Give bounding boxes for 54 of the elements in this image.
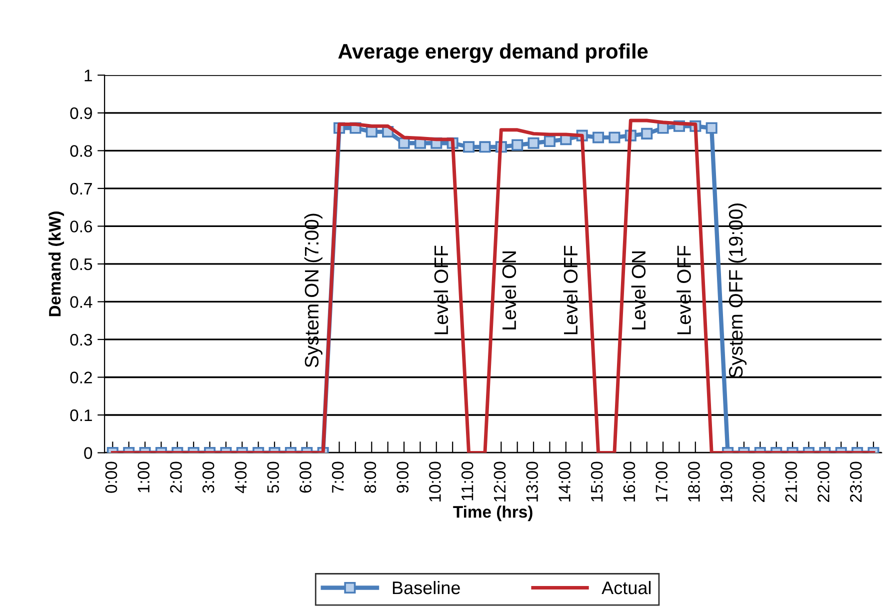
point bbox=[592, 132, 604, 144]
x-tick-label: 6:00 bbox=[300, 462, 312, 493]
x-tick-label: 11:00 bbox=[461, 462, 474, 500]
point bbox=[398, 137, 410, 149]
x-tick-label: 1:00 bbox=[138, 462, 150, 492]
point bbox=[544, 135, 556, 147]
y-tick-label: 0.4 bbox=[70, 296, 92, 308]
annotation: Level ON bbox=[631, 251, 646, 330]
x-tick-label: 0:00 bbox=[105, 462, 118, 493]
x-tick-label: 14:00 bbox=[558, 462, 570, 502]
x-tick-label: 7:00 bbox=[332, 462, 344, 493]
y-tick-label: 0.2 bbox=[70, 372, 92, 384]
x-tick-label: 16:00 bbox=[623, 462, 636, 502]
y-tick-label: 1 bbox=[84, 70, 92, 82]
y-tick-label: 0.9 bbox=[70, 107, 92, 120]
point bbox=[706, 122, 718, 134]
x-tick-label: 9:00 bbox=[396, 462, 408, 493]
x-tick-label: 10:00 bbox=[429, 462, 441, 502]
x-tick-label: 12:00 bbox=[494, 462, 506, 502]
x-axis-title: Time (hrs) bbox=[453, 506, 532, 522]
x-tick-label: 17:00 bbox=[656, 462, 668, 502]
point bbox=[641, 128, 653, 140]
point bbox=[479, 141, 491, 153]
x-tick-label: 4:00 bbox=[234, 462, 247, 494]
x-tick-label: 15:00 bbox=[590, 462, 603, 502]
annotation: Level ON bbox=[502, 251, 516, 330]
legend-label: Actual bbox=[602, 580, 651, 594]
y-tick-label: 0.3 bbox=[70, 334, 92, 346]
x-tick-label: 3:00 bbox=[202, 462, 214, 493]
point bbox=[512, 139, 524, 151]
x-tick-label: 19:00 bbox=[720, 462, 732, 502]
x-tick-label: 8:00 bbox=[364, 462, 376, 493]
x-tick-label: 18:00 bbox=[688, 462, 700, 502]
y-tick-label: 0.7 bbox=[70, 182, 92, 195]
x-tick-label: 21:00 bbox=[785, 462, 798, 502]
point bbox=[463, 141, 475, 153]
y-tick-label: 0 bbox=[84, 447, 92, 459]
point bbox=[528, 137, 540, 149]
legend-label: Baseline bbox=[392, 580, 460, 594]
chart-title: Average energy demand profile bbox=[338, 43, 648, 63]
point bbox=[608, 132, 620, 144]
x-tick-label: 20:00 bbox=[752, 462, 765, 502]
annotation: System ON (7:00) bbox=[304, 214, 322, 368]
y-tick-label: 0.6 bbox=[70, 220, 92, 232]
x-tick-label: 5:00 bbox=[267, 462, 279, 493]
x-tick-label: 22:00 bbox=[818, 462, 830, 502]
x-tick-label: 23:00 bbox=[850, 462, 862, 502]
y-axis-title: Demand (kW) bbox=[48, 212, 64, 316]
annotation: System OFF (19:00) bbox=[728, 204, 747, 378]
x-tick-label: 2:00 bbox=[170, 462, 182, 493]
x-tick-label: 13:00 bbox=[526, 462, 538, 502]
y-tick-label: 0.8 bbox=[70, 145, 92, 157]
y-tick-label: 0.5 bbox=[70, 258, 92, 270]
y-tick-label: 0.1 bbox=[70, 409, 92, 422]
